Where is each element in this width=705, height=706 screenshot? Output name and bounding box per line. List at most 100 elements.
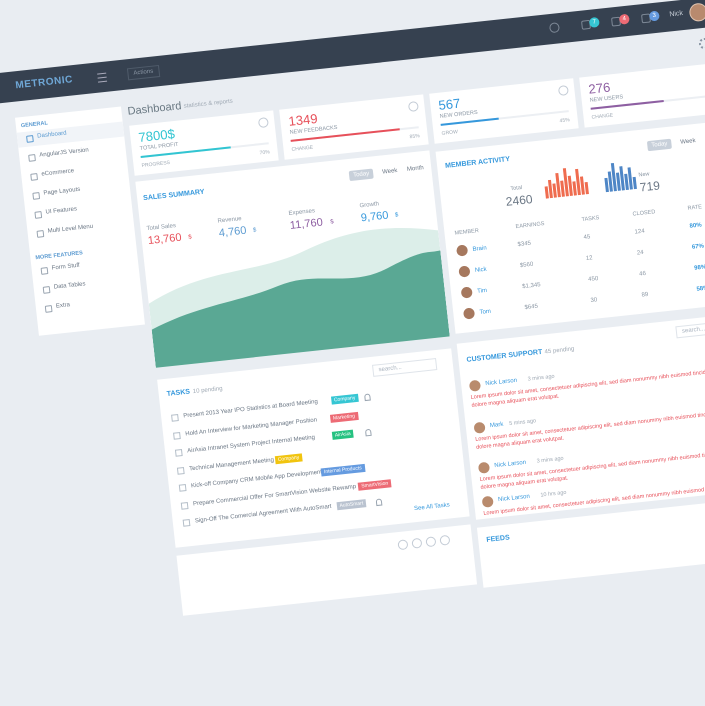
menu-label: Extra (55, 302, 71, 310)
menu-label: Form Stuff (51, 262, 81, 272)
new-label: New (638, 171, 650, 179)
new-bars (604, 162, 637, 193)
table-cell: 58% (696, 285, 705, 293)
menu-icon (32, 192, 41, 200)
table-cell: $560 (519, 261, 534, 270)
task-tag: SmartVision (357, 478, 392, 491)
total-bars (544, 168, 589, 199)
member-name[interactable]: Brain (472, 245, 488, 253)
metric-unit: $ (330, 219, 335, 226)
icon-button[interactable] (411, 537, 423, 549)
table-cell: 46 (638, 270, 647, 278)
metric-value: 11,760 (289, 216, 324, 232)
message-author[interactable]: Nick Larson (494, 459, 527, 470)
task-text: Technical Management Meeting (188, 456, 275, 472)
stat-icon (257, 117, 269, 129)
task-checkbox[interactable] (171, 413, 179, 422)
member-avatar (462, 307, 476, 320)
period-tab[interactable]: Month (406, 165, 425, 173)
task-checkbox[interactable] (180, 501, 189, 510)
total-label: Total (510, 184, 523, 193)
menu-bar (97, 76, 107, 79)
progress-note: PROGRESS (141, 159, 171, 169)
task-tag: Internal Products (320, 463, 366, 477)
message-avatar (473, 421, 486, 434)
menu-icon (40, 267, 49, 275)
column-header: EARNINGS (515, 221, 545, 231)
see-all-link[interactable]: See All Tasks (413, 502, 451, 513)
period-tab[interactable]: Month (701, 133, 705, 146)
stat-value: 567 (437, 95, 462, 113)
card-title: CUSTOMER SUPPORT (466, 348, 543, 364)
period-tab[interactable]: Week (381, 167, 398, 176)
customer-support-card: CUSTOMER SUPPORT 45 pending search... Ni… (456, 312, 705, 520)
menu-icon (34, 211, 43, 219)
task-text: Sign-Off The Comercial Agreement With Au… (194, 503, 332, 525)
sales-summary-card: SALES SUMMARY Today Week Month Total Sales 1… (135, 150, 450, 368)
search-box[interactable]: search... (675, 319, 705, 339)
menu-icon (30, 173, 39, 181)
metric-value: 9,760 (360, 209, 390, 225)
search-box[interactable]: search... (372, 358, 438, 377)
section-heading: GENERAL (20, 120, 49, 130)
member-name[interactable]: Tom (479, 308, 492, 316)
task-checkbox[interactable] (174, 448, 183, 457)
stat-card: 1349 NEW FEEDBACKS CHANGE 85% (279, 94, 429, 160)
total-value: 2460 (505, 191, 534, 209)
table-cell: 80% (689, 222, 703, 230)
stat-icon (557, 84, 569, 97)
task-tag: AutoSmart (336, 499, 367, 511)
task-tag: Marketing (329, 411, 359, 423)
member-avatar (456, 244, 469, 257)
progress-note: CHANGE (291, 144, 314, 153)
table-cell: 30 (590, 297, 598, 305)
task-checkbox[interactable] (176, 466, 185, 475)
pending-count: 45 pending (544, 346, 575, 356)
message-text: Lorem ipsum dolor sit amet, consectetuer… (470, 366, 705, 409)
task-text: Prepare Commercial Offer For SmartVision… (192, 483, 357, 507)
metric-value: 4,760 (218, 224, 248, 240)
stat-card: 567 NEW ORDERS GROW 45% (429, 78, 579, 144)
metric-label: Total Sales (146, 223, 177, 233)
metric-label: Growth (359, 201, 380, 210)
table-cell: $1,345 (521, 282, 541, 291)
task-checkbox[interactable] (182, 518, 191, 527)
message-author[interactable]: Nick Larson (485, 377, 518, 388)
pending-count: 10 pending (192, 385, 223, 396)
task-checkbox[interactable] (178, 483, 187, 492)
message-time: 10 hrs ago (540, 489, 567, 499)
menu-icon (42, 286, 51, 294)
task-checkbox[interactable] (173, 431, 181, 440)
message-time: 5 mins ago (508, 418, 537, 428)
page-subtitle: statistics & reports (183, 98, 234, 110)
metric-unit: $ (252, 227, 257, 234)
user-name[interactable]: Nick (669, 9, 684, 19)
progress-label: 70% (259, 149, 271, 157)
message-author[interactable]: Nick Larson (497, 493, 531, 504)
menu-label: UI Features (45, 206, 78, 216)
column-header: TASKS (581, 215, 600, 224)
menu-label: eCommerce (41, 168, 75, 178)
metric-label: Revenue (217, 215, 242, 225)
metric-unit: $ (188, 234, 193, 241)
member-avatar (458, 265, 471, 278)
icon-button[interactable] (439, 534, 451, 546)
table-cell: 98% (693, 264, 705, 272)
member-name[interactable]: Nick (474, 266, 487, 274)
card-title: FEEDS (486, 534, 511, 544)
menu-label: Dashboard (36, 130, 67, 140)
period-tab[interactable]: Today (348, 168, 374, 182)
message-author[interactable]: Mark (489, 421, 504, 430)
menu-label: Multi Level Menu (47, 223, 94, 235)
settings-icon[interactable] (698, 37, 705, 50)
icon-button[interactable] (425, 536, 437, 548)
icon-button[interactable] (397, 539, 409, 551)
member-name[interactable]: Tim (476, 287, 488, 295)
message-avatar (477, 461, 491, 474)
column-header: MEMBER (454, 228, 480, 237)
progress-note: GROW (441, 129, 459, 137)
message-text: Lorem ipsum dolor sit amet, consectetuer… (475, 408, 705, 451)
table-cell: 67% (691, 243, 705, 251)
menu-toggle[interactable] (97, 72, 108, 83)
